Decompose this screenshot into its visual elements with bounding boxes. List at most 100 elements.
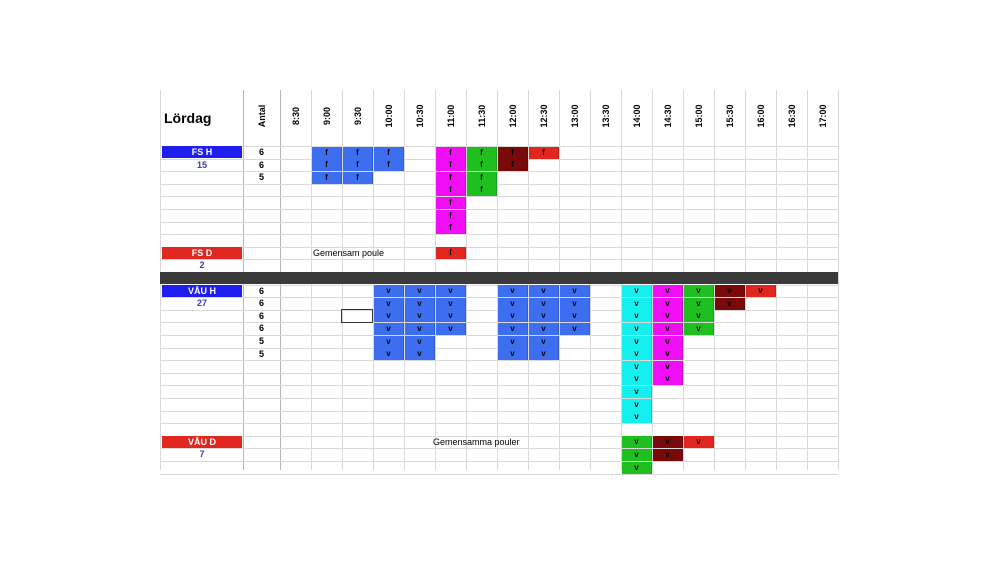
column-header[interactable]: 13:30 xyxy=(600,104,611,128)
schedule-cell[interactable]: v xyxy=(653,360,683,373)
schedule-cell[interactable]: v xyxy=(622,297,652,310)
schedule-cell[interactable]: v xyxy=(560,285,590,298)
column-header[interactable]: 16:00 xyxy=(755,104,766,128)
schedule-cell[interactable]: v xyxy=(622,411,652,424)
schedule-cell[interactable]: v xyxy=(622,373,652,386)
schedule-cell[interactable]: f xyxy=(436,159,466,172)
schedule-cell[interactable]: v xyxy=(653,373,683,386)
schedule-cell[interactable]: f xyxy=(467,146,497,159)
schedule-cell[interactable]: v xyxy=(436,297,466,310)
schedule-cell[interactable]: f xyxy=(436,171,466,184)
column-header[interactable]: 10:00 xyxy=(383,104,394,128)
schedule-cell[interactable]: v xyxy=(622,398,652,411)
schedule-cell[interactable]: v xyxy=(715,297,745,310)
antal-value[interactable]: 6 xyxy=(259,310,265,321)
schedule-cell[interactable]: v xyxy=(498,297,528,310)
column-header[interactable]: 15:00 xyxy=(693,104,704,128)
schedule-cell[interactable]: v xyxy=(653,436,683,449)
schedule-cell[interactable]: f xyxy=(467,184,497,197)
antal-value[interactable]: 5 xyxy=(259,336,265,346)
schedule-cell[interactable]: v xyxy=(622,348,652,361)
schedule-cell[interactable]: v xyxy=(436,322,466,335)
schedule-cell[interactable]: v xyxy=(405,310,435,323)
antal-value[interactable]: 6 xyxy=(259,298,265,309)
group-label-vau-d[interactable]: VÅU D xyxy=(162,435,242,448)
schedule-cell[interactable]: v xyxy=(560,322,590,335)
column-header[interactable]: 11:30 xyxy=(476,104,487,128)
column-header[interactable]: 8:30 xyxy=(290,107,301,126)
antal-value[interactable]: 6 xyxy=(259,147,265,157)
schedule-cell[interactable]: f xyxy=(312,146,342,159)
schedule-cell[interactable]: f xyxy=(343,159,373,172)
antal-value[interactable]: 6 xyxy=(259,323,265,334)
schedule-cell[interactable]: f xyxy=(374,146,404,159)
column-header[interactable]: 13:00 xyxy=(569,104,580,128)
schedule-cell[interactable]: v xyxy=(498,310,528,323)
schedule-cell[interactable]: v xyxy=(622,448,652,461)
schedule-cell[interactable]: f xyxy=(498,159,528,172)
schedule-cell[interactable]: v xyxy=(653,348,683,361)
antal-value[interactable]: 5 xyxy=(259,348,265,359)
column-header[interactable]: 11:00 xyxy=(445,104,456,128)
schedule-cell[interactable]: v xyxy=(653,335,683,348)
antal-value[interactable]: 5 xyxy=(259,172,265,183)
column-header[interactable]: 10:30 xyxy=(414,104,425,128)
antal-value[interactable]: 6 xyxy=(259,159,265,170)
schedule-cell[interactable]: v xyxy=(374,285,404,298)
schedule-cell[interactable]: v xyxy=(374,310,404,323)
schedule-cell[interactable]: v xyxy=(622,322,652,335)
group-label-fs-d[interactable]: FS D xyxy=(162,246,242,259)
schedule-cell[interactable]: v xyxy=(622,360,652,373)
schedule-cell[interactable]: v xyxy=(653,322,683,335)
schedule-cell[interactable]: v xyxy=(715,285,745,298)
column-header[interactable]: 12:30 xyxy=(538,104,549,128)
column-header[interactable]: 16:30 xyxy=(786,104,797,128)
schedule-cell[interactable]: v xyxy=(622,285,652,298)
schedule-cell[interactable]: v xyxy=(684,310,714,323)
schedule-cell[interactable]: v xyxy=(405,322,435,335)
schedule-cell[interactable]: v xyxy=(622,385,652,398)
schedule-cell[interactable]: f xyxy=(436,222,466,235)
schedule-cell[interactable]: f xyxy=(436,209,466,222)
schedule-cell[interactable]: f xyxy=(467,159,497,172)
schedule-cell[interactable]: f xyxy=(312,171,342,184)
antal-value[interactable]: 6 xyxy=(259,285,265,296)
schedule-cell[interactable]: f xyxy=(436,196,466,209)
column-header[interactable]: 17:00 xyxy=(817,104,828,128)
schedule-cell[interactable]: f xyxy=(436,184,466,197)
schedule-cell[interactable]: v xyxy=(653,297,683,310)
schedule-cell[interactable]: v xyxy=(622,335,652,348)
schedule-cell[interactable]: v xyxy=(374,322,404,335)
schedule-cell[interactable]: v xyxy=(622,461,652,474)
schedule-cell[interactable]: v xyxy=(405,335,435,348)
schedule-cell[interactable]: v xyxy=(374,297,404,310)
schedule-cell[interactable]: v xyxy=(653,285,683,298)
schedule-cell[interactable]: v xyxy=(622,436,652,449)
schedule-cell[interactable]: v xyxy=(374,335,404,348)
schedule-cell[interactable]: v xyxy=(684,297,714,310)
schedule-cell[interactable]: v xyxy=(622,310,652,323)
schedule-cell[interactable]: v xyxy=(498,348,528,361)
schedule-cell[interactable]: v xyxy=(498,285,528,298)
schedule-cell[interactable]: f xyxy=(467,171,497,184)
schedule-cell[interactable]: f xyxy=(312,159,342,172)
schedule-cell[interactable]: f xyxy=(498,146,528,159)
schedule-cell[interactable]: v xyxy=(529,322,559,335)
schedule-cell[interactable]: v xyxy=(653,310,683,323)
schedule-cell[interactable]: v xyxy=(405,285,435,298)
schedule-cell[interactable]: f xyxy=(343,146,373,159)
schedule-cell[interactable]: v xyxy=(746,285,776,298)
schedule-cell[interactable]: v xyxy=(529,335,559,348)
schedule-cell[interactable]: v xyxy=(529,285,559,298)
column-header[interactable]: Antal xyxy=(256,104,267,128)
schedule-cell[interactable]: v xyxy=(529,310,559,323)
selected-cell[interactable] xyxy=(341,309,373,323)
schedule-cell[interactable]: v xyxy=(684,322,714,335)
column-header[interactable]: 9:30 xyxy=(352,107,363,126)
column-header[interactable]: 9:00 xyxy=(321,107,332,126)
schedule-cell[interactable]: v xyxy=(560,310,590,323)
schedule-cell[interactable]: v xyxy=(684,285,714,298)
schedule-cell[interactable]: v xyxy=(405,348,435,361)
schedule-cell[interactable]: v xyxy=(653,448,683,461)
schedule-cell[interactable]: v xyxy=(436,310,466,323)
